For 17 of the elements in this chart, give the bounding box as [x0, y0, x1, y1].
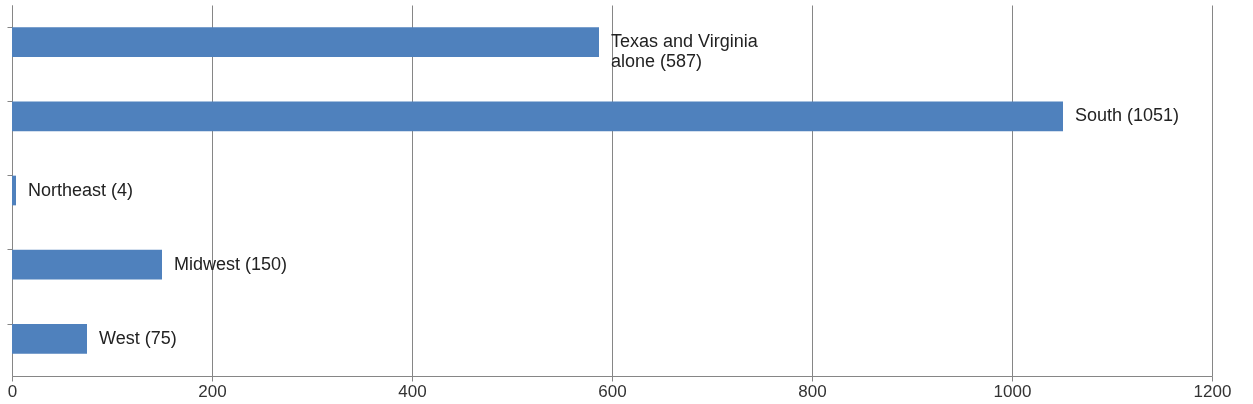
data-label: West (75) [99, 327, 177, 348]
x-tick-label: 600 [598, 381, 627, 401]
bar [12, 175, 16, 206]
bar [12, 249, 162, 280]
data-label: South (1051) [1075, 105, 1180, 126]
data-label: Midwest (150) [174, 253, 288, 274]
x-tick-label: 200 [198, 381, 227, 401]
bar [12, 27, 599, 57]
x-tick-label: 1000 [993, 381, 1032, 401]
bar [12, 324, 87, 354]
x-tick-label: 1200 [1193, 381, 1232, 401]
x-tick-label: 800 [798, 381, 827, 401]
x-tick-label: 400 [398, 381, 427, 401]
data-label: Northeast (4) [28, 179, 134, 200]
data-label: Texas and Virginia alone (587) [611, 31, 759, 72]
bar [12, 101, 1063, 132]
x-tick-label: 0 [7, 381, 18, 401]
